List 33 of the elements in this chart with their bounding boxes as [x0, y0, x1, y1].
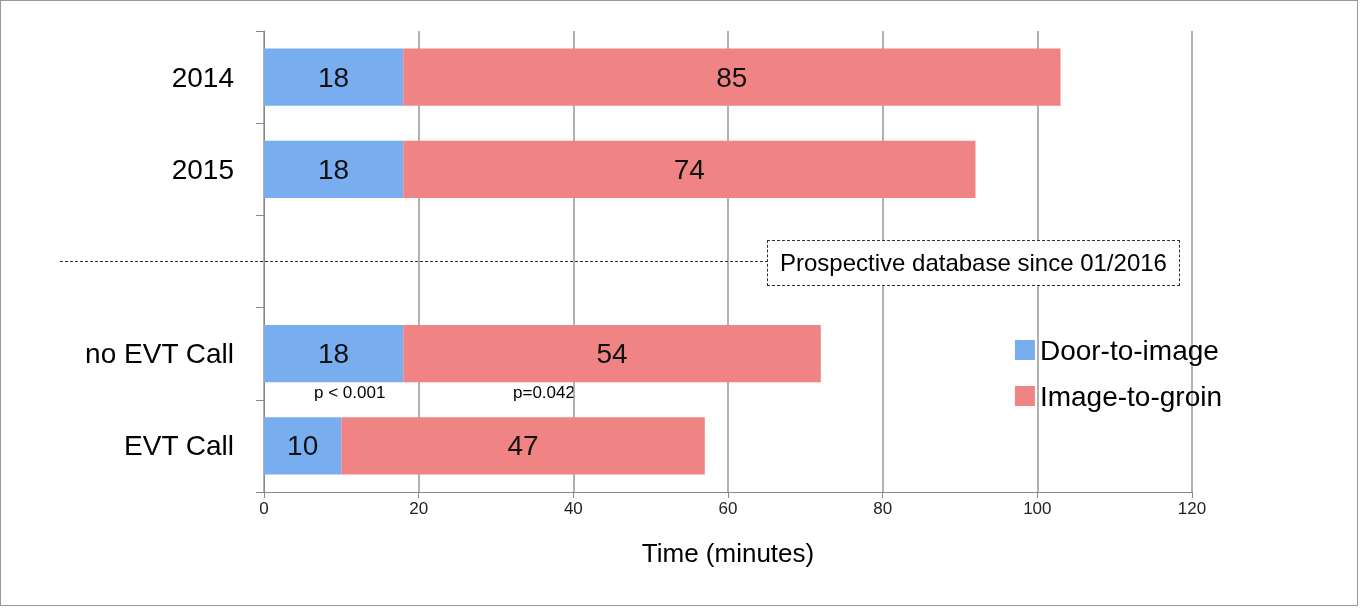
annotation: p < 0.001	[314, 383, 386, 402]
bar	[403, 140, 976, 198]
x-tick-label: 120	[1177, 499, 1207, 518]
bar	[264, 417, 342, 475]
data-label: 74	[673, 153, 705, 185]
x-tick-label: 80	[873, 499, 893, 518]
bar	[341, 417, 705, 475]
x-tick-label: 40	[563, 499, 583, 518]
y-tick-label: 2015	[171, 153, 234, 185]
bar	[264, 325, 404, 383]
x-tick-label: 100	[1023, 499, 1052, 518]
data-label: 85	[716, 61, 748, 93]
data-label: 18	[318, 61, 350, 93]
data-label: 18	[318, 153, 350, 185]
bar	[264, 140, 404, 198]
data-label: 54	[596, 338, 628, 370]
data-label: 10	[287, 430, 319, 462]
annotation: Prospective database since 01/2016	[767, 240, 1180, 286]
x-axis-title: Time (minutes)	[641, 538, 815, 568]
x-tick-label: 20	[409, 499, 429, 518]
y-tick-label: 2014	[171, 61, 234, 93]
x-tick-label: 0	[259, 499, 269, 518]
bar	[264, 48, 404, 106]
y-tick-label: EVT Call	[124, 430, 234, 462]
bar	[403, 325, 821, 383]
legend-label: Door-to-image	[1039, 334, 1219, 366]
bar	[403, 48, 1061, 106]
x-tick-label: 60	[718, 499, 738, 518]
annotation: p=0.042	[513, 383, 575, 402]
y-tick-label: no EVT Call	[85, 338, 234, 370]
data-label: 18	[318, 338, 350, 370]
data-label: 47	[507, 430, 539, 462]
legend-label: Image-to-groin	[1039, 380, 1223, 412]
